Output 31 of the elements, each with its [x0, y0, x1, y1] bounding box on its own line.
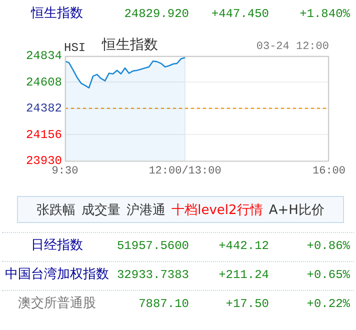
x-tick-label: 16:00: [312, 165, 346, 178]
text: 张跌幅: [36, 202, 76, 218]
text: 51957.5600: [116, 239, 189, 253]
text: A+H比价: [268, 202, 324, 218]
text: +1.840%: [300, 7, 350, 21]
text: 中国台湾加权指数: [4, 267, 110, 282]
text: 澳交所普通股: [17, 296, 97, 311]
text: +17.50: [226, 297, 269, 311]
text: 03-24 12:00: [256, 41, 329, 53]
text: 32933.7383: [116, 268, 189, 282]
text: 成交量: [82, 202, 121, 218]
text: 十档level2行情: [172, 202, 263, 218]
y-tick-label: 24608: [26, 75, 62, 90]
text: HSI: [64, 41, 86, 55]
y-tick-label: 24156: [26, 128, 62, 142]
text: +0.86%: [306, 239, 350, 253]
text: 7887.10: [138, 297, 189, 311]
text: 恒生指数: [30, 6, 84, 21]
text: 24829.920: [124, 7, 189, 21]
text: +0.22%: [306, 297, 350, 311]
y-tick-label: 24834: [26, 49, 62, 64]
text: 日经指数: [30, 238, 84, 253]
text: +211.24: [218, 268, 269, 282]
text: +0.65%: [306, 268, 350, 282]
text: 恒生指数: [102, 37, 158, 53]
y-tick-label: 24382: [26, 102, 62, 116]
text: +442.12: [218, 239, 269, 253]
text: +447.450: [211, 7, 269, 21]
x-tick-label: 12:00/13:00: [148, 165, 222, 178]
text: 沪港通: [126, 202, 166, 218]
x-tick-label: 9:30: [52, 165, 78, 178]
